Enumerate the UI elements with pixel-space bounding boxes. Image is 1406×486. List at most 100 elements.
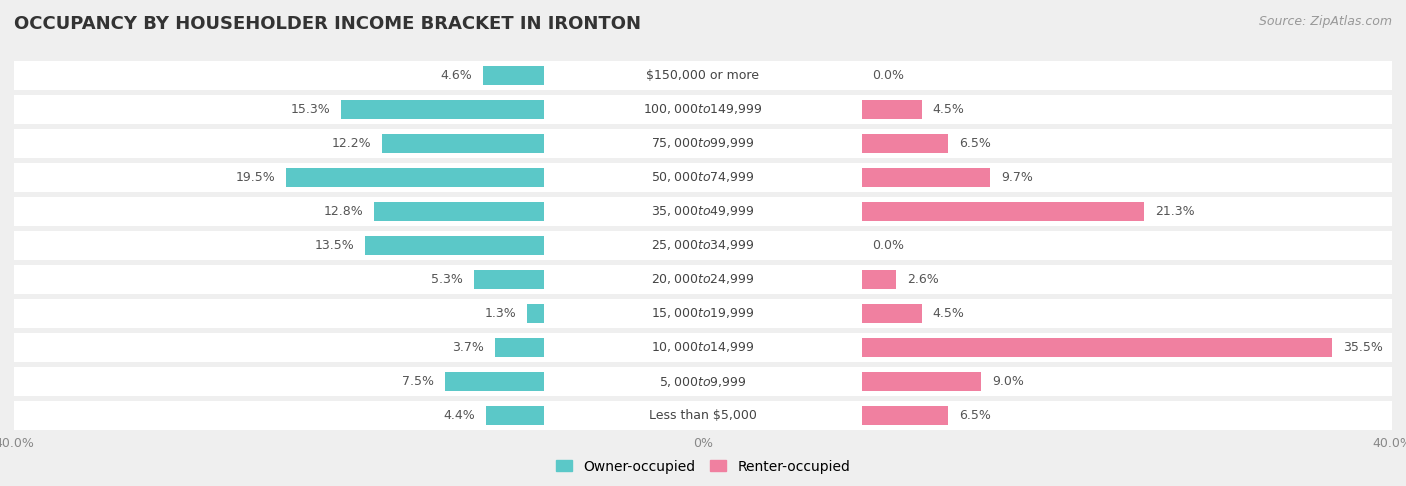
Bar <box>0 61 544 90</box>
Bar <box>0 163 862 192</box>
Bar <box>0 163 544 192</box>
Bar <box>444 372 544 391</box>
Bar <box>544 163 1406 192</box>
Text: 1.3%: 1.3% <box>485 307 516 320</box>
Bar <box>14 333 544 362</box>
Text: 3.7%: 3.7% <box>453 341 485 354</box>
Text: 13.5%: 13.5% <box>315 239 354 252</box>
Bar <box>382 134 544 153</box>
Bar <box>342 100 544 119</box>
Bar <box>0 265 544 294</box>
Text: 4.5%: 4.5% <box>932 307 965 320</box>
Text: 35.5%: 35.5% <box>1343 341 1382 354</box>
Bar <box>862 95 1392 124</box>
Bar <box>474 270 544 289</box>
Text: OCCUPANCY BY HOUSEHOLDER INCOME BRACKET IN IRONTON: OCCUPANCY BY HOUSEHOLDER INCOME BRACKET … <box>14 15 641 33</box>
Bar <box>0 265 862 294</box>
Bar <box>495 338 544 357</box>
Bar <box>862 270 897 289</box>
Bar <box>14 231 544 260</box>
Bar <box>544 61 862 90</box>
Text: $100,000 to $149,999: $100,000 to $149,999 <box>644 103 762 116</box>
Text: 12.2%: 12.2% <box>332 137 371 150</box>
Bar <box>862 163 1392 192</box>
Bar <box>0 299 544 328</box>
Text: $20,000 to $24,999: $20,000 to $24,999 <box>651 273 755 286</box>
Bar <box>544 231 862 260</box>
Text: $150,000 or more: $150,000 or more <box>647 69 759 82</box>
Bar <box>484 66 544 85</box>
Bar <box>14 299 544 328</box>
Text: 7.5%: 7.5% <box>402 375 434 388</box>
Bar <box>544 367 862 396</box>
Text: 2.6%: 2.6% <box>907 273 939 286</box>
Bar <box>544 231 1406 260</box>
Bar <box>862 134 948 153</box>
Bar <box>0 231 862 260</box>
Bar <box>862 197 1392 226</box>
Text: 15.3%: 15.3% <box>291 103 330 116</box>
Bar <box>0 333 544 362</box>
Bar <box>14 163 544 192</box>
Bar <box>0 129 544 158</box>
Bar <box>527 304 544 323</box>
Text: $50,000 to $74,999: $50,000 to $74,999 <box>651 171 755 184</box>
Bar <box>14 197 544 226</box>
Bar <box>862 367 1392 396</box>
Text: 6.5%: 6.5% <box>959 137 991 150</box>
Text: $10,000 to $14,999: $10,000 to $14,999 <box>651 341 755 354</box>
Text: $25,000 to $34,999: $25,000 to $34,999 <box>651 239 755 252</box>
Text: 19.5%: 19.5% <box>235 171 276 184</box>
Text: 5.3%: 5.3% <box>432 273 463 286</box>
Bar <box>862 304 921 323</box>
Bar <box>544 265 862 294</box>
Bar <box>862 168 990 187</box>
Bar <box>544 197 862 226</box>
Text: Less than $5,000: Less than $5,000 <box>650 409 756 422</box>
Bar <box>366 236 544 255</box>
Bar <box>862 299 1392 328</box>
Bar <box>862 129 1392 158</box>
Bar <box>0 367 862 396</box>
Bar <box>544 61 1406 90</box>
Bar <box>544 299 1406 328</box>
Bar <box>544 265 1406 294</box>
Text: 0.0%: 0.0% <box>873 69 904 82</box>
Bar <box>544 95 862 124</box>
Bar <box>14 401 544 430</box>
Bar <box>862 265 1392 294</box>
Text: $5,000 to $9,999: $5,000 to $9,999 <box>659 375 747 388</box>
Bar <box>544 163 862 192</box>
Text: 4.6%: 4.6% <box>440 69 472 82</box>
Text: 0.0%: 0.0% <box>873 239 904 252</box>
Bar <box>0 129 862 158</box>
Bar <box>0 299 862 328</box>
Bar <box>862 61 1392 90</box>
Text: 4.5%: 4.5% <box>932 103 965 116</box>
Text: 6.5%: 6.5% <box>959 409 991 422</box>
Bar <box>0 95 544 124</box>
Text: 21.3%: 21.3% <box>1154 205 1195 218</box>
Text: 4.4%: 4.4% <box>443 409 475 422</box>
Bar <box>485 406 544 425</box>
Bar <box>862 202 1144 221</box>
Bar <box>0 95 862 124</box>
Text: $75,000 to $99,999: $75,000 to $99,999 <box>651 137 755 150</box>
Legend: Owner-occupied, Renter-occupied: Owner-occupied, Renter-occupied <box>550 454 856 479</box>
Bar <box>14 367 544 396</box>
Bar <box>0 333 862 362</box>
Bar <box>862 401 1392 430</box>
Bar <box>544 129 1406 158</box>
Bar <box>544 95 1406 124</box>
Bar <box>544 333 862 362</box>
Bar <box>14 129 544 158</box>
Bar <box>862 372 981 391</box>
Bar <box>374 202 544 221</box>
Bar <box>544 197 1406 226</box>
Bar <box>862 333 1392 362</box>
Bar <box>0 231 544 260</box>
Bar <box>862 338 1333 357</box>
Text: 9.0%: 9.0% <box>991 375 1024 388</box>
Bar <box>544 333 1406 362</box>
Bar <box>544 367 1406 396</box>
